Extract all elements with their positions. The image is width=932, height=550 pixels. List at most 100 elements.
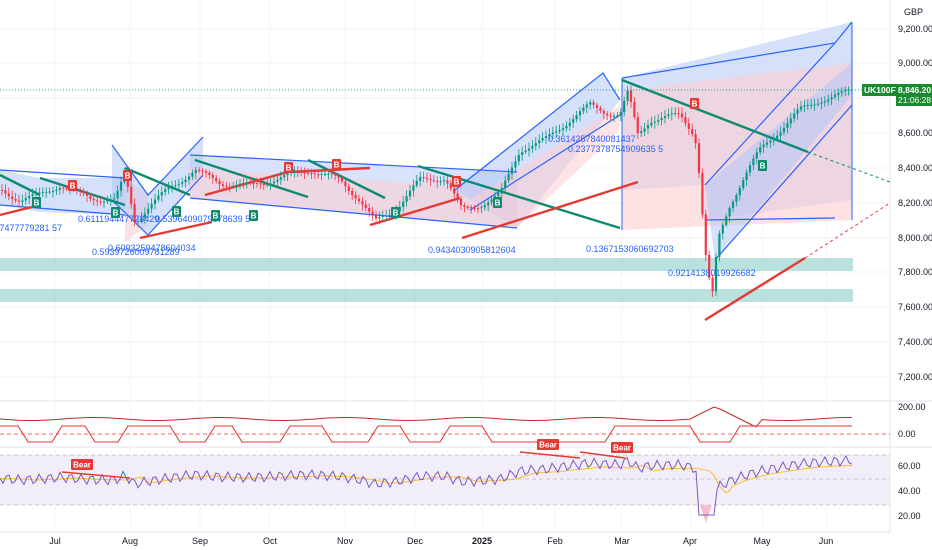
candle-body [803,105,806,107]
candle-body [340,177,344,182]
candle-body [762,144,765,148]
candle-body [691,128,694,135]
candle-body [45,191,48,193]
candle-body [221,184,225,186]
candle-body [432,180,435,182]
signal-tags: B B B B B B B B B B B B B B [32,98,767,221]
candle-body [31,194,34,196]
candle-body [38,192,41,194]
candle-body [388,214,391,216]
candle-body [793,113,796,119]
indicator-pane-2 [0,451,890,523]
candle-body [725,216,728,225]
candle-body [147,208,150,214]
candle-body [786,123,789,129]
signal-tag-box [391,207,400,218]
fib-level-label: 0.6093259478604034 [108,243,196,253]
candle-body [218,181,221,185]
price-tick-label: 9,000.00 [898,58,932,68]
candle-body [327,173,330,175]
candle-body [497,193,500,197]
candle-body [504,180,507,188]
candle-body [810,104,813,106]
candle-body [789,118,792,124]
signal-tag-box [690,98,699,109]
candle-body [776,135,779,139]
fib-labels: 0.7477779281 57 0.611194447723429 0.593972… [0,134,756,278]
signal-tag-box [249,210,258,221]
candle-body [187,176,191,180]
candle-body [160,192,163,196]
candle-body [300,171,303,173]
candle-body [245,182,248,184]
candle-body [306,172,310,174]
candle-body [745,172,748,181]
candle-body [279,177,282,180]
candle-body [272,181,276,184]
bear-tag-label: Bear [613,444,631,453]
candle-body [646,125,650,129]
indicator2-tick-label: 40.00 [898,486,921,496]
signal-tag-label: B [334,161,340,170]
candle-body [606,113,609,116]
candle-body [167,187,170,190]
candle-body [755,152,758,159]
candle-body [99,201,102,203]
candle-body [55,189,58,192]
candle-body [619,112,622,116]
candle-body [660,118,663,121]
candle-body [11,196,14,199]
candle-body [102,201,106,203]
candle-body [317,174,320,176]
candle-body [456,193,459,199]
signal-tag-box [211,210,220,221]
candle-body [711,277,714,292]
candle-body [82,190,85,194]
candle-body [759,147,762,153]
candle-body [62,187,65,189]
bear-tag-box [71,459,93,470]
signal-tag-label: B [125,172,131,181]
candle-body [58,187,61,190]
candle-body [816,103,820,105]
candle-body [313,173,316,175]
candle-body [476,208,480,210]
candle-body [728,207,731,217]
candle-body [334,174,337,176]
candle-body [24,198,27,201]
candle-body [575,115,578,120]
candle-body [194,169,197,173]
candle-body [599,107,602,111]
candle-body [657,120,660,122]
candle-body [364,204,367,208]
fib-level-label: 0.2377378754909635 5 [568,144,663,154]
candle-body [670,113,673,115]
price-axis[interactable]: 9,200.009,000.008,800.008,600.008,400.00… [898,24,932,382]
candle-body [412,185,415,191]
price-tick-label: 7,200.00 [898,372,932,382]
candle-body [286,173,289,176]
candle-body [14,198,17,201]
fib-level-label: 0.5396409079878639 5 [155,214,250,224]
candle-body [820,102,823,104]
signal-tag-box [172,206,181,217]
candle-body [589,102,592,105]
time-tick-label: Jun [819,536,834,546]
candle-body [4,190,7,194]
candle-body [238,183,242,185]
time-axis[interactable]: Jul Aug Sep Oct Nov Dec 2025 Feb Mar Apr May Jun [49,536,833,546]
candle-body [453,188,456,194]
time-tick-label: May [753,536,771,546]
candle-body [211,174,214,178]
candle-body [442,180,446,182]
candle-body [357,198,361,202]
candle-body [143,213,146,218]
time-tick-label: Nov [337,536,354,546]
candle-body [449,183,452,189]
candle-body [164,189,167,193]
last-price-box: UK100FT 8,846.20 21:06:28 [862,84,932,106]
candle-body [374,215,378,219]
candle-body [235,184,238,187]
fib-level-label: 0.3614257840081437 [548,134,636,144]
